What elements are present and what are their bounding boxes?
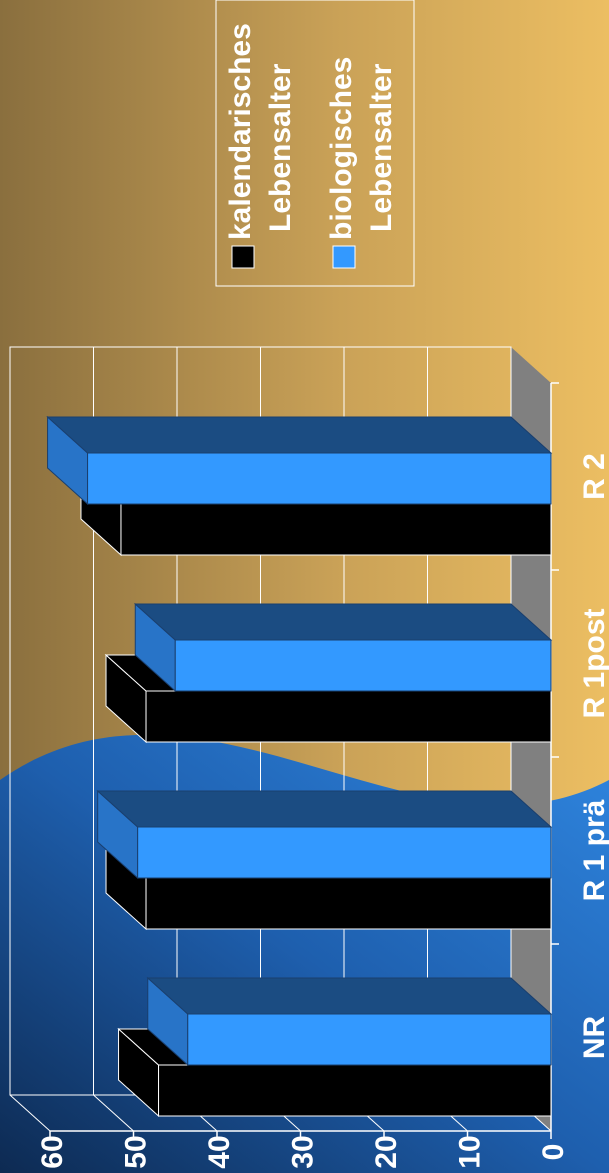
y-axis-ticks: 0 10 20 30 40 50 60 — [36, 1135, 570, 1168]
gridline-side — [93, 1094, 134, 1132]
bar-side-face — [96, 790, 553, 828]
legend-label-line1: biologisches — [325, 57, 358, 240]
legend-label-line2: Lebensalter — [264, 63, 297, 232]
bars-layer — [46, 415, 553, 1118]
bar-biologisch-2 — [133, 602, 553, 693]
bar-front-face — [145, 690, 552, 743]
bar-front-face — [87, 452, 552, 505]
bar-front-face — [137, 826, 552, 879]
bar-front-face — [145, 877, 552, 930]
legend-swatch — [231, 245, 255, 269]
category-label: R 2 — [578, 453, 609, 500]
category-label: NR — [578, 1016, 609, 1060]
x-axis-categories: NR R 1 prä R 1post R 2 — [578, 453, 609, 1059]
bar-biologisch-0 — [146, 976, 553, 1067]
y-tick-label: 40 — [203, 1135, 236, 1168]
y-tick-label: 60 — [36, 1135, 69, 1168]
bar-front-face — [187, 1013, 552, 1066]
y-tick-label: 50 — [120, 1135, 153, 1168]
legend-label-line2: Lebensalter — [365, 63, 398, 232]
y-tick-label: 20 — [370, 1135, 403, 1168]
y-tick-label: 10 — [454, 1135, 487, 1168]
legend: kalendarisches Lebensalter biologisches Leb… — [215, 0, 415, 287]
bar-side-face — [146, 977, 553, 1015]
legend-box — [215, 0, 415, 287]
legend-label-line1: kalendarisches — [224, 23, 257, 240]
bar-front-face — [158, 1064, 552, 1117]
bar-front-face — [174, 639, 552, 692]
bar-side-face — [46, 416, 553, 454]
bar-biologisch-3 — [46, 415, 553, 506]
bar-biologisch-1 — [96, 789, 553, 880]
bar-side-face — [133, 603, 553, 641]
legend-swatch — [332, 245, 356, 269]
category-label: R 1post — [578, 608, 609, 718]
bar-front-face — [120, 503, 552, 556]
y-tick-label: 30 — [287, 1135, 320, 1168]
category-label: R 1 prä — [578, 799, 609, 901]
y-tick-label: 0 — [537, 1144, 570, 1161]
gridline-side — [9, 1094, 51, 1132]
